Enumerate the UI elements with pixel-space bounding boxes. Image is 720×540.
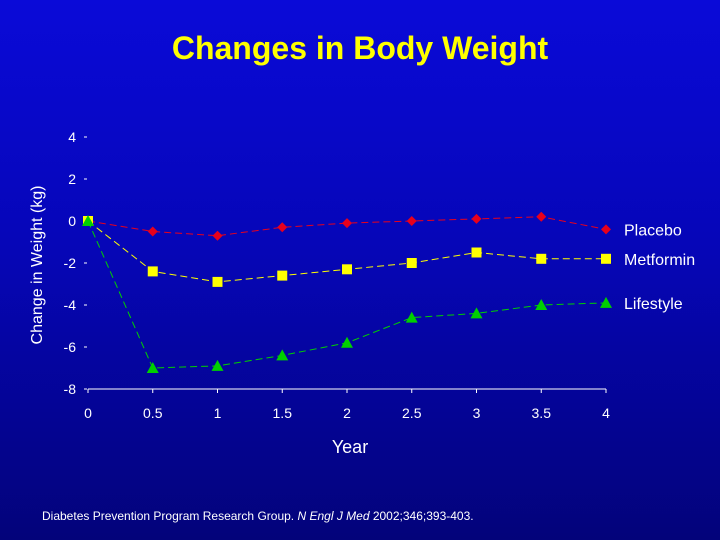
citation: Diabetes Prevention Program Research Gro… — [42, 509, 474, 523]
x-tick-label: 2 — [343, 405, 351, 421]
lifestyle-point — [405, 311, 418, 323]
x-tick-label: 0 — [84, 405, 92, 421]
lifestyle-point — [600, 296, 612, 308]
lifestyle-point — [82, 215, 94, 226]
lifestyle-point — [470, 307, 483, 319]
placebo-point — [277, 222, 288, 233]
legend-lifestyle: Lifestyle — [624, 296, 683, 313]
metformin-point — [147, 266, 158, 277]
y-tick-label: 0 — [68, 213, 76, 229]
chart-title: Changes in Body Weight — [171, 30, 549, 66]
lifestyle-point — [146, 362, 159, 373]
metformin-point — [471, 247, 482, 258]
lifestyle-point — [211, 359, 224, 371]
placebo-point — [406, 216, 417, 226]
y-tick-label: 4 — [68, 129, 76, 145]
x-axis-label: Year — [331, 437, 369, 457]
x-tick-label: 0.5 — [143, 405, 163, 421]
x-tick-label: 4 — [602, 405, 610, 421]
y-tick-label: -2 — [64, 255, 77, 271]
metformin-point — [536, 253, 547, 264]
placebo-point — [601, 224, 611, 235]
placebo-point — [147, 226, 158, 237]
placebo-point — [212, 230, 223, 241]
y-tick-label: -4 — [64, 297, 77, 313]
y-tick-label: -8 — [64, 381, 77, 397]
x-tick-label: 3.5 — [532, 405, 552, 421]
metformin-point — [277, 270, 288, 281]
metformin-point — [601, 253, 611, 264]
y-tick-label: 2 — [68, 171, 76, 187]
chart-legend: Placebo Metformin Lifestyle — [624, 222, 695, 313]
placebo-point — [536, 211, 547, 222]
x-tick-label: 1.5 — [273, 405, 293, 421]
placebo-point — [342, 218, 352, 229]
chart-axes: 4 2 0 -2 -4 -6 -8 0 0.5 1 1.5 2 2.5 3 3.5 4 — [64, 129, 611, 421]
metformin-point — [342, 264, 352, 275]
citation-authors: Diabetes Prevention Program Research Gro… — [42, 509, 298, 523]
placebo-point — [471, 213, 482, 224]
citation-journal: N Engl J Med — [297, 509, 370, 523]
metformin-point — [406, 258, 417, 268]
x-tick-label: 1 — [214, 405, 222, 421]
y-tick-label: -6 — [64, 339, 77, 355]
legend-placebo: Placebo — [624, 222, 682, 239]
x-tick-label: 2.5 — [402, 405, 422, 421]
placebo-line — [87, 216, 607, 237]
legend-metformin: Metformin — [624, 252, 695, 269]
lifestyle-point — [341, 336, 353, 348]
metformin-point — [212, 276, 223, 287]
series-markers — [82, 211, 612, 373]
citation-details: 2002;346;393-403. — [369, 509, 474, 523]
lifestyle-point — [276, 349, 289, 361]
x-tick-label: 3 — [473, 405, 481, 421]
lifestyle-point — [535, 299, 548, 310]
